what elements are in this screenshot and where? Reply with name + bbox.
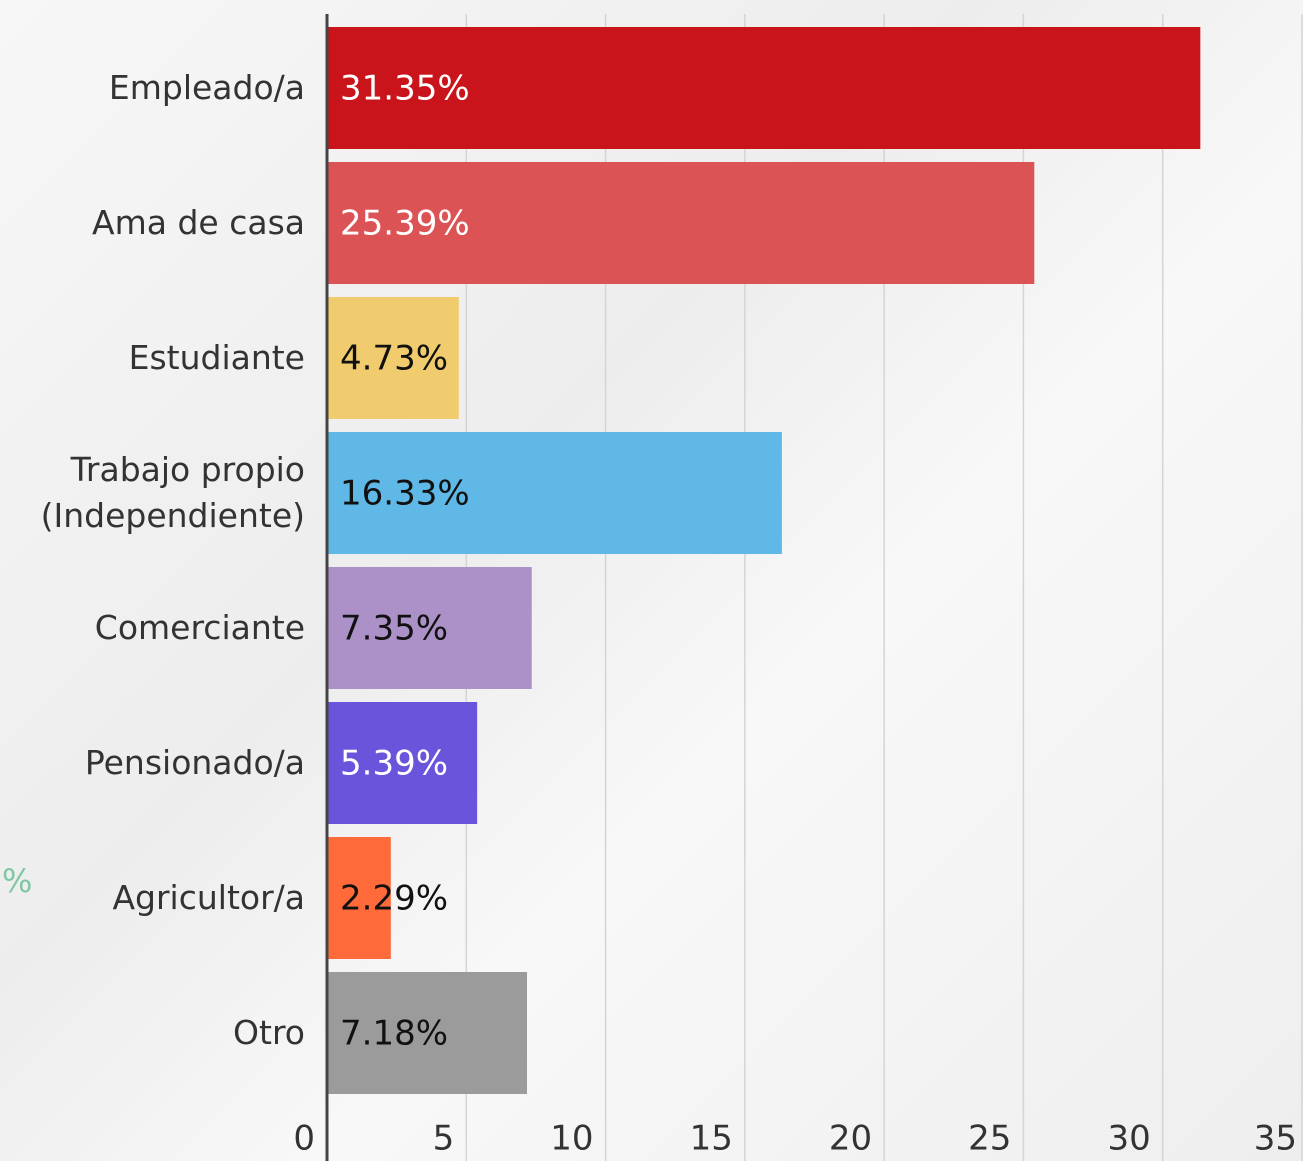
bar (327, 27, 1201, 149)
x-tick-label: 20 (829, 1119, 872, 1159)
value-label: 2.29% (340, 879, 448, 919)
x-tick-label: 30 (1107, 1119, 1150, 1159)
y-tick-label: Estudiante (128, 338, 305, 377)
annotation: % (2, 862, 33, 900)
bar (327, 297, 459, 419)
bar (327, 702, 478, 824)
x-tick-label: 35 (1254, 1119, 1297, 1159)
value-label: 16.33% (340, 474, 470, 514)
x-tick-label: 5 (433, 1119, 455, 1159)
bar (327, 837, 391, 959)
y-tick-label: Otro (233, 1013, 305, 1052)
bar (327, 567, 532, 689)
value-label: 4.73% (340, 339, 448, 379)
bar (327, 432, 782, 554)
x-tick-label: 25 (968, 1119, 1011, 1159)
x-tick-label: 15 (690, 1119, 733, 1159)
y-tick-label: Agricultor/a (112, 878, 305, 917)
bar (327, 972, 528, 1094)
value-label: 5.39% (340, 744, 448, 784)
x-tick-label: 0 (293, 1119, 315, 1159)
y-tick-label: Comerciante (94, 608, 305, 647)
x-tick-label: 10 (550, 1119, 593, 1159)
y-tick-label: Pensionado/a (84, 743, 305, 782)
value-label: 7.18% (340, 1014, 448, 1054)
y-tick-label: Empleado/a (108, 68, 305, 107)
bar (327, 162, 1035, 284)
value-label: 25.39% (340, 204, 470, 244)
y-tick-label: Trabajo propio (Independiente) (40, 450, 305, 535)
value-label: 7.35% (340, 609, 448, 649)
value-label: 31.35% (340, 69, 470, 109)
y-tick-label: Ama de casa (92, 203, 305, 242)
